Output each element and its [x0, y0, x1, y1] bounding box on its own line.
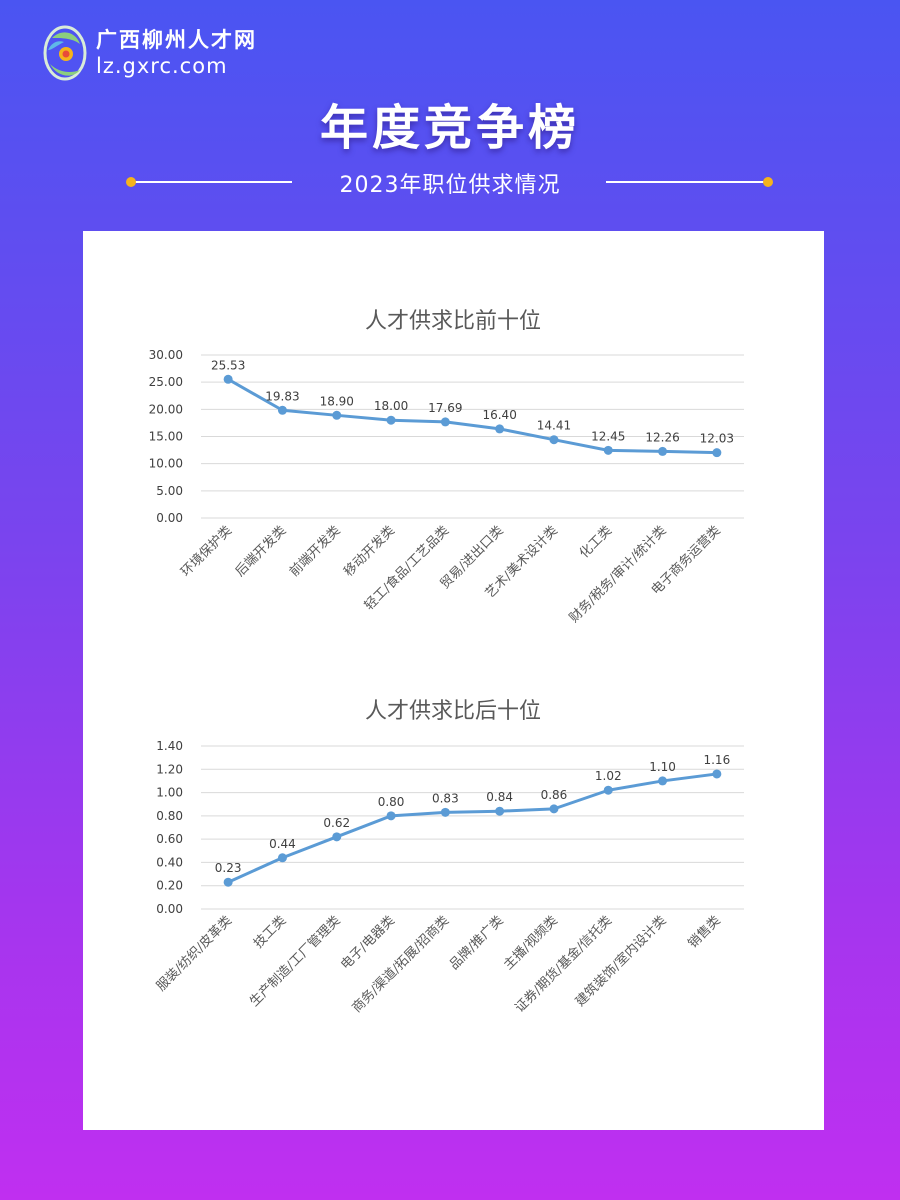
y-tick-label: 0.20	[156, 879, 183, 893]
data-point	[223, 374, 233, 384]
data-point	[495, 806, 505, 816]
y-tick-label: 10.00	[149, 457, 183, 471]
x-tick-label: 生产制造/工厂管理类	[247, 913, 343, 1009]
data-label: 18.00	[374, 399, 408, 413]
data-point	[440, 807, 450, 817]
data-label: 0.80	[378, 795, 405, 809]
site-logo[interactable]: 广西柳州人才网 lz.gxrc.com	[42, 24, 257, 82]
x-tick-label: 后端开发类	[232, 523, 289, 580]
subtitle-row: 2023年职位供求情况	[0, 164, 900, 200]
data-label: 0.83	[432, 791, 459, 805]
series-line	[227, 772, 718, 884]
data-label: 12.45	[591, 429, 625, 443]
y-tick-label: 15.00	[149, 430, 183, 444]
data-label: 12.26	[645, 430, 679, 444]
y-tick-label: 30.00	[149, 348, 183, 362]
y-tick-label: 20.00	[149, 402, 183, 416]
logo-emblem-icon	[43, 25, 87, 81]
data-point	[549, 804, 559, 814]
data-label: 14.41	[537, 419, 571, 433]
data-point	[603, 785, 613, 795]
y-tick-label: 0.00	[156, 902, 183, 916]
data-label: 12.03	[700, 432, 734, 446]
data-point	[440, 417, 450, 427]
subtitle-left-dot	[126, 177, 136, 187]
data-label: 0.44	[269, 837, 296, 851]
page-title: 年度竞争榜	[319, 100, 580, 156]
y-tick-label: 0.60	[156, 832, 183, 846]
data-point	[658, 446, 668, 456]
data-point	[712, 769, 722, 779]
data-label: 16.40	[482, 408, 516, 422]
x-tick-label: 前端开发类	[286, 523, 343, 580]
x-tick-label: 建筑装饰/室内设计类	[572, 913, 669, 1010]
subtitle-left-line	[134, 181, 292, 183]
data-label: 1.02	[595, 769, 622, 783]
x-tick-label: 电子/电器类	[338, 913, 398, 973]
data-label: 0.86	[541, 788, 568, 802]
data-point	[549, 435, 559, 445]
y-tick-label: 0.00	[156, 511, 183, 525]
y-tick-label: 0.80	[156, 809, 183, 823]
data-label: 18.90	[320, 394, 354, 408]
data-label: 17.69	[428, 401, 462, 415]
x-tick-label: 技工类	[251, 913, 289, 951]
data-point	[603, 445, 613, 455]
chart-title: 人才供求比前十位	[365, 309, 541, 334]
x-tick-label: 财务/税务/审计/统计类	[566, 523, 669, 626]
series-line	[227, 377, 717, 455]
y-tick-label: 1.40	[156, 739, 183, 753]
data-point	[223, 877, 233, 887]
data-point	[386, 415, 396, 425]
data-label: 0.62	[323, 816, 350, 830]
data-point	[495, 424, 505, 434]
x-tick-label: 证券/期货/基金/信托类	[512, 913, 615, 1016]
y-tick-label: 25.00	[149, 375, 183, 389]
logo-chinese-name: 广西柳州人才网	[96, 27, 257, 52]
x-tick-label: 化工类	[577, 523, 615, 561]
x-tick-label: 销售类	[685, 913, 724, 952]
x-tick-label: 主播/视频类	[501, 913, 561, 973]
data-point	[332, 410, 342, 420]
data-point	[658, 776, 668, 786]
page-subtitle: 2023年职位供求情况	[339, 173, 561, 198]
x-tick-label: 服装/纺织/皮革类	[154, 913, 235, 994]
y-tick-label: 1.00	[156, 786, 183, 800]
data-point	[386, 811, 396, 821]
x-tick-label: 移动开发类	[341, 523, 398, 580]
subtitle-right-dot	[763, 177, 773, 187]
x-tick-label: 商务/渠道/拓展/招商类	[349, 913, 452, 1016]
data-point	[712, 448, 722, 458]
data-label: 25.53	[211, 358, 245, 372]
data-point	[277, 853, 287, 863]
data-label: 19.83	[265, 389, 299, 403]
y-tick-label: 0.40	[156, 855, 183, 869]
x-tick-label: 环境保护类	[178, 523, 235, 580]
data-label: 1.10	[649, 760, 676, 774]
chart-card: 人才供求比前十位 0.00 5.00 10.00 15.00 20.00 25.00 30.0…	[83, 231, 824, 1130]
chart-title: 人才供求比后十位	[365, 699, 541, 724]
data-point	[277, 405, 287, 415]
logo-url: lz.gxrc.com	[96, 54, 228, 78]
y-tick-label: 5.00	[156, 484, 183, 498]
data-label: 0.23	[215, 861, 242, 875]
subtitle-right-line	[606, 181, 764, 183]
data-label: 0.84	[486, 790, 513, 804]
y-tick-label: 1.20	[156, 762, 183, 776]
bottom-ten-chart: 人才供求比后十位 0.00 0.20 0.40 0.60 0.80 1.00 1.20 1.40…	[154, 699, 744, 1016]
data-point	[332, 832, 342, 842]
data-label: 1.16	[703, 753, 730, 767]
top-ten-chart: 人才供求比前十位 0.00 5.00 10.00 15.00 20.00 25.00 30.0…	[149, 309, 744, 626]
x-tick-label: 品牌/推广类	[446, 913, 506, 973]
